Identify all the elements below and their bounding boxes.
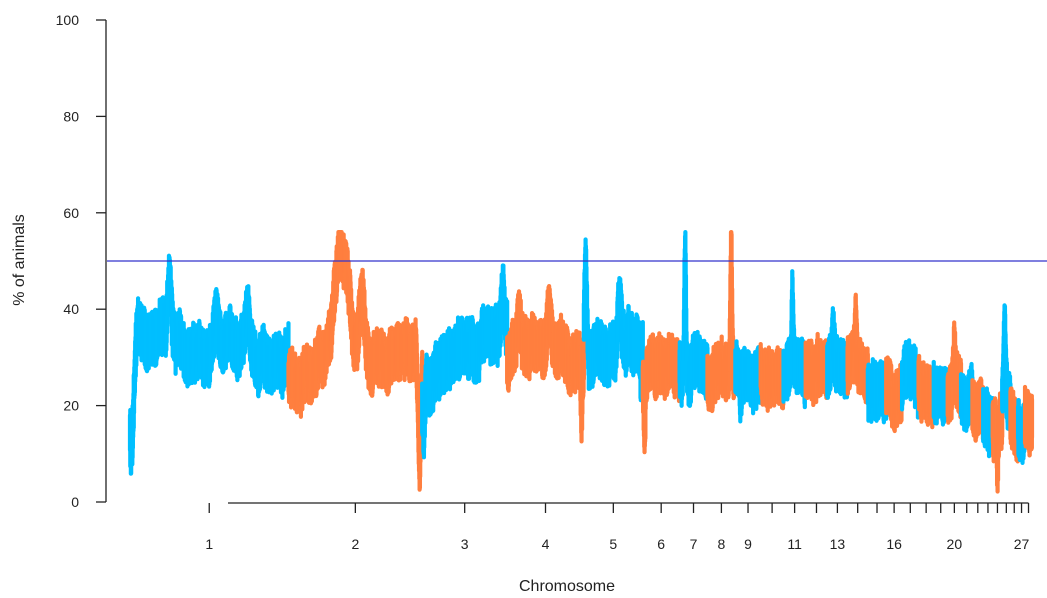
chromosome-2-points: [286, 229, 425, 492]
x-axis: 1 2 3 4 5 6 7 8 9 11 13 16 20 27: [205, 502, 1030, 552]
y-tick-label: 40: [63, 301, 79, 317]
x-tick-label: 13: [830, 536, 846, 552]
x-tick-label: 4: [542, 536, 550, 552]
data-points: [127, 229, 1035, 494]
chromosome-3-points: [420, 263, 510, 460]
x-tick-label: 6: [657, 536, 665, 552]
chromosome-21-points: [958, 361, 975, 433]
chromosome-13-points: [825, 306, 850, 400]
chromosome-4-points: [505, 283, 586, 444]
y-tick-label: 20: [63, 398, 79, 414]
chromosome-14-points: [845, 292, 870, 405]
y-axis: 0 20 40 60 80 100: [56, 12, 107, 510]
chromosome-17-points: [899, 338, 921, 420]
chromosome-11-points: [781, 269, 808, 410]
y-tick-label: 60: [63, 205, 79, 221]
x-tick-label: 2: [351, 536, 359, 552]
x-tick-label: 3: [461, 536, 469, 552]
y-axis-label: % of animals: [11, 214, 28, 306]
y-tick-label: 80: [63, 108, 79, 124]
chromosome-5-points: [581, 237, 645, 403]
chromosome-1-points: [127, 253, 291, 476]
x-tick-label: 16: [886, 536, 902, 552]
y-tick-label: 0: [71, 494, 79, 510]
x-tick-label: 8: [718, 536, 726, 552]
chromosome-10-points: [758, 341, 786, 413]
x-tick-label: 27: [1014, 536, 1030, 552]
x-tick-label: 5: [609, 536, 617, 552]
chromosome-28-points: [1022, 384, 1035, 458]
x-tick-label: 1: [205, 536, 213, 552]
chromosome-20-points: [945, 320, 964, 425]
x-axis-label: Chromosome: [519, 578, 615, 595]
y-tick-label: 100: [56, 12, 80, 28]
chromosome-6-points: [640, 331, 682, 455]
x-tick-label: 20: [947, 536, 963, 552]
chromosome-12-points: [803, 331, 830, 408]
x-tick-label: 9: [744, 536, 752, 552]
chromosome-9-points: [733, 339, 763, 424]
x-tick-label: 11: [787, 536, 802, 552]
chromosome-18-points: [916, 353, 936, 430]
chromosome-15-points: [865, 357, 889, 425]
chromosome-24-points: [990, 391, 1005, 494]
chromosome-8-points: [705, 229, 738, 414]
chromosome-16-points: [884, 355, 905, 434]
x-tick-label: 7: [690, 536, 698, 552]
chromosome-7-points: [677, 229, 710, 408]
